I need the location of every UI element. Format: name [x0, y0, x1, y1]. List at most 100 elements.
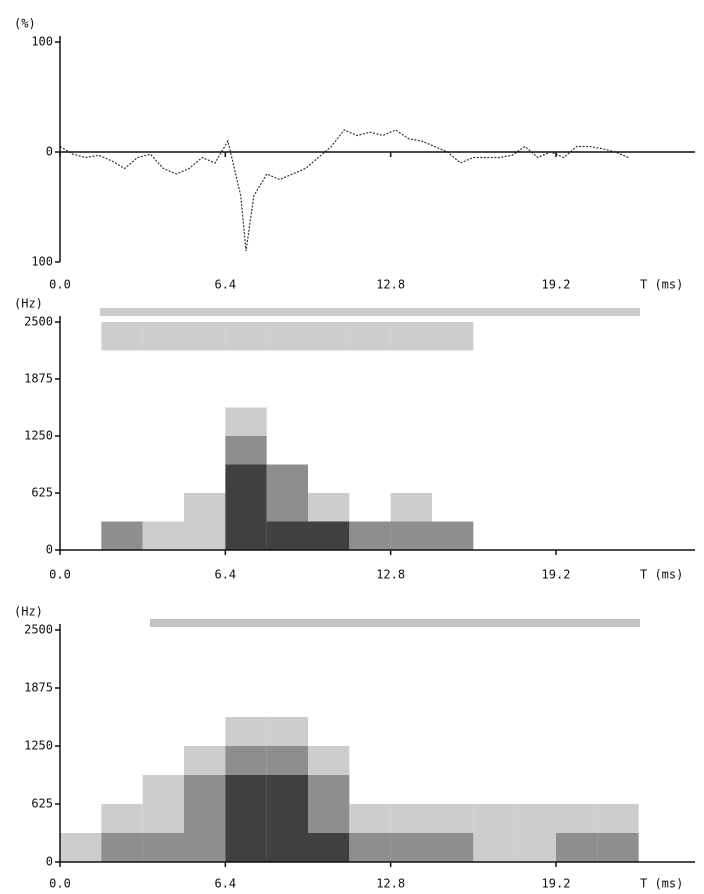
- spectrogram-cell: [225, 464, 267, 493]
- x-tick-label: 19.2: [542, 278, 571, 292]
- y-axis-label: (%): [14, 17, 36, 31]
- y-axis-label: (Hz): [14, 605, 43, 619]
- spectrogram-cell: [60, 833, 102, 862]
- spectrogram-cell: [308, 833, 350, 862]
- spectrogram-cell: [225, 804, 267, 833]
- spectrogram-cell: [266, 717, 308, 746]
- spectrogram-cell: [101, 804, 143, 833]
- y-tick-label: 2500: [24, 315, 53, 329]
- waveform: [59, 129, 629, 252]
- spectrogram-cell: [308, 322, 350, 351]
- spectrogram-cell: [597, 833, 639, 862]
- spectrogram-cell: [597, 804, 639, 833]
- segment-strip: [100, 308, 640, 316]
- spectrogram-cell: [432, 833, 474, 862]
- x-tick-label: 19.2: [542, 877, 571, 891]
- spectrogram-cell: [349, 833, 391, 862]
- x-tick-label: 0.0: [49, 568, 71, 582]
- x-tick-label: 19.2: [542, 568, 571, 582]
- x-axis-label: T (ms): [640, 568, 683, 582]
- spectrogram-cell: [266, 833, 308, 862]
- spectrogram-cell: [184, 322, 226, 351]
- spectrogram-cell: [349, 804, 391, 833]
- spectrogram-cell: [184, 775, 226, 804]
- spectrogram-cell: [308, 521, 350, 550]
- spectrogram-cell: [308, 493, 350, 522]
- segment-strip: [150, 619, 640, 627]
- spectrogram-cell: [101, 521, 143, 550]
- y-tick-label: 0: [46, 855, 53, 869]
- y-tick-label: 625: [31, 486, 53, 500]
- spectrogram-cell: [390, 833, 432, 862]
- spectrogram-cell: [142, 521, 184, 550]
- y-tick-label: 1875: [24, 372, 53, 386]
- spectrogram-cell: [225, 775, 267, 804]
- spectrogram-cell: [473, 804, 515, 833]
- y-tick-label: 2500: [24, 623, 53, 637]
- spectrogram-cell: [184, 746, 226, 775]
- spectrogram-cell: [308, 746, 350, 775]
- spectrogram-cell: [225, 833, 267, 862]
- x-axis-label: T (ms): [640, 278, 683, 292]
- spectrogram-cell: [184, 493, 226, 522]
- spectrogram-cell: [225, 493, 267, 522]
- spectrogram-cell: [556, 833, 598, 862]
- spectrogram-cell: [432, 322, 474, 351]
- y-tick-label: 0: [46, 145, 53, 159]
- spectrogram-cell: [390, 322, 432, 351]
- spectrogram-cell: [432, 521, 474, 550]
- spectrogram-cell: [142, 322, 184, 351]
- spectrogram-cell: [225, 436, 267, 465]
- spectrogram-cell: [225, 746, 267, 775]
- spectrogram-cell: [308, 775, 350, 804]
- spectrogram-cell: [225, 717, 267, 746]
- x-tick-label: 6.4: [214, 877, 236, 891]
- y-tick-label: 100: [31, 255, 53, 269]
- y-tick-label: 1875: [24, 681, 53, 695]
- x-axis-label: T (ms): [640, 877, 683, 891]
- spectrogram-cell: [473, 833, 515, 862]
- spectrogram-cell: [390, 493, 432, 522]
- y-tick-label: 625: [31, 797, 53, 811]
- spectrogram-cell: [390, 804, 432, 833]
- x-tick-label: 12.8: [376, 877, 405, 891]
- spectrogram-cell: [266, 804, 308, 833]
- spectrogram-cell: [184, 833, 226, 862]
- spectrogram-cell: [432, 804, 474, 833]
- spectrogram-cell: [184, 804, 226, 833]
- spectrogram-cell: [514, 804, 556, 833]
- spectrogram-cell: [266, 464, 308, 493]
- spectrogram-cell: [308, 804, 350, 833]
- spectrogram-cell: [184, 521, 226, 550]
- x-tick-label: 0.0: [49, 877, 71, 891]
- spectrogram-cell: [266, 521, 308, 550]
- spectrogram-cell: [349, 521, 391, 550]
- spectrogram-cell: [266, 775, 308, 804]
- spectrogram-cell: [101, 322, 143, 351]
- x-tick-label: 12.8: [376, 278, 405, 292]
- spectrogram-cell: [266, 322, 308, 351]
- y-tick-label: 1250: [24, 739, 53, 753]
- x-tick-label: 6.4: [214, 568, 236, 582]
- spectrogram-cell: [390, 521, 432, 550]
- spectrogram-cell: [225, 521, 267, 550]
- spectrogram-cell: [225, 322, 267, 351]
- x-tick-label: 0.0: [49, 278, 71, 292]
- spectrogram-cell: [142, 833, 184, 862]
- spectrogram-cell: [142, 775, 184, 804]
- x-tick-label: 6.4: [214, 278, 236, 292]
- spectrogram-cell: [349, 322, 391, 351]
- spectrogram-cell: [266, 746, 308, 775]
- spectrogram-cell: [514, 833, 556, 862]
- spectrogram-cell: [266, 493, 308, 522]
- spectrogram-cell: [101, 833, 143, 862]
- y-tick-label: 0: [46, 543, 53, 557]
- spectrogram-cell: [142, 804, 184, 833]
- y-tick-label: 100: [31, 35, 53, 49]
- x-tick-label: 12.8: [376, 568, 405, 582]
- spectrogram-cell: [556, 804, 598, 833]
- spectrogram-cell: [225, 407, 267, 436]
- y-axis-label: (Hz): [14, 297, 43, 311]
- y-tick-label: 1250: [24, 429, 53, 443]
